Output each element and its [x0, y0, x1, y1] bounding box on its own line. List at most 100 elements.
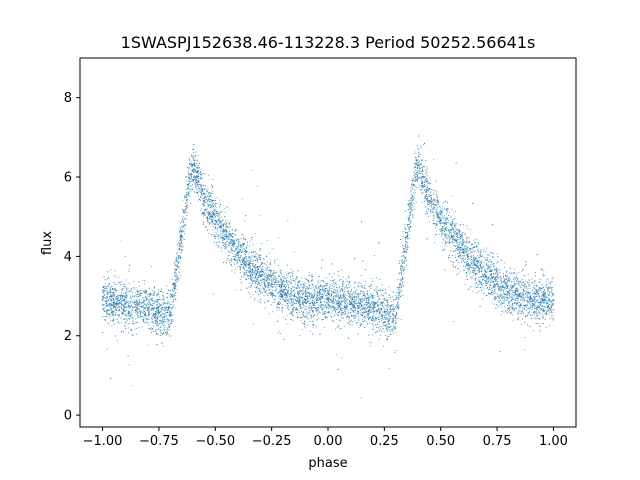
- data-point: [331, 297, 333, 299]
- data-point: [523, 287, 525, 289]
- data-point: [425, 213, 427, 215]
- data-point: [272, 276, 275, 278]
- data-point: [104, 316, 106, 318]
- data-point: [521, 293, 523, 295]
- data-point: [496, 273, 499, 275]
- data-point: [315, 288, 317, 290]
- data-point: [348, 299, 350, 301]
- data-point: [468, 237, 470, 239]
- data-point: [129, 301, 131, 303]
- data-point: [403, 247, 405, 250]
- data-point: [349, 320, 351, 322]
- data-point: [446, 241, 448, 244]
- data-point: [477, 279, 479, 281]
- data-point: [233, 239, 235, 241]
- data-point: [379, 278, 381, 280]
- data-point: [483, 282, 485, 284]
- data-point: [231, 240, 233, 242]
- data-point: [256, 253, 258, 255]
- data-point: [172, 296, 174, 298]
- data-point: [146, 303, 149, 305]
- data-point: [162, 345, 164, 347]
- data-point: [466, 245, 468, 247]
- data-point: [267, 283, 269, 286]
- data-point: [219, 241, 221, 243]
- data-point: [340, 291, 342, 293]
- data-point: [531, 298, 533, 300]
- data-point: [408, 205, 410, 207]
- data-point: [413, 150, 415, 152]
- data-point: [542, 297, 544, 299]
- data-point: [364, 294, 366, 297]
- data-point: [358, 295, 360, 297]
- data-point: [488, 284, 490, 286]
- data-point: [379, 334, 381, 336]
- data-point: [379, 310, 381, 312]
- data-point: [289, 281, 291, 283]
- data-point: [185, 180, 188, 182]
- data-point: [171, 279, 173, 281]
- data-point: [114, 300, 116, 302]
- data-point: [255, 254, 257, 256]
- data-point: [414, 152, 416, 154]
- data-point: [378, 304, 380, 306]
- data-point: [218, 206, 220, 208]
- data-point: [391, 308, 394, 311]
- data-point: [228, 230, 231, 233]
- data-point: [104, 285, 106, 287]
- data-point: [347, 323, 349, 325]
- data-point: [445, 238, 448, 240]
- data-point: [309, 311, 311, 313]
- data-point: [159, 329, 161, 331]
- data-point: [296, 276, 298, 278]
- data-point: [456, 274, 458, 276]
- data-point: [535, 298, 537, 300]
- data-point: [211, 217, 213, 219]
- data-point: [238, 241, 240, 243]
- data-point: [214, 204, 216, 206]
- data-point: [321, 293, 323, 295]
- data-point: [191, 178, 193, 181]
- data-point: [283, 286, 285, 288]
- data-point: [276, 271, 278, 273]
- data-point: [160, 307, 162, 309]
- data-point: [504, 299, 506, 301]
- data-point: [447, 229, 449, 231]
- data-point: [228, 251, 230, 253]
- data-point: [457, 228, 459, 230]
- data-point: [467, 268, 469, 270]
- data-point: [110, 293, 112, 295]
- data-point: [475, 257, 477, 259]
- data-point: [528, 302, 531, 304]
- data-point: [171, 302, 173, 304]
- data-point: [265, 267, 267, 269]
- data-point: [251, 255, 253, 257]
- data-point: [522, 292, 524, 294]
- data-point: [268, 313, 270, 315]
- data-point: [283, 285, 286, 287]
- data-point: [151, 329, 153, 331]
- data-point: [247, 253, 249, 255]
- data-point: [289, 294, 291, 296]
- data-point: [404, 263, 406, 265]
- data-point: [369, 302, 371, 304]
- data-point: [449, 235, 451, 237]
- data-point: [162, 317, 164, 319]
- data-point: [296, 302, 298, 304]
- data-point: [224, 232, 226, 234]
- data-point: [148, 324, 150, 327]
- data-point: [270, 283, 273, 286]
- data-point: [535, 301, 537, 303]
- data-point: [336, 291, 338, 293]
- data-point: [216, 242, 218, 244]
- data-point: [351, 292, 353, 295]
- data-point: [173, 273, 175, 275]
- data-point: [164, 314, 166, 316]
- data-point: [130, 297, 132, 300]
- data-point: [403, 249, 405, 251]
- data-point: [471, 290, 473, 292]
- data-point: [517, 317, 520, 319]
- data-point: [425, 210, 427, 212]
- data-point: [187, 185, 189, 187]
- data-point: [269, 279, 271, 281]
